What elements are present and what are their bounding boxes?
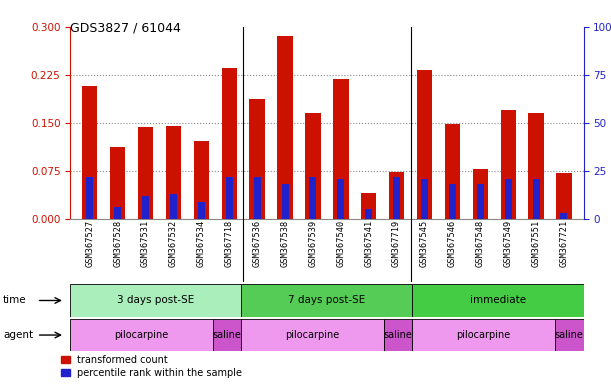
Bar xyxy=(306,113,321,219)
Text: saline: saline xyxy=(384,330,412,340)
Bar xyxy=(393,177,400,219)
Text: GSM367531: GSM367531 xyxy=(141,220,150,267)
Text: 3 days post-SE: 3 days post-SE xyxy=(117,295,194,306)
Bar xyxy=(421,179,428,219)
Text: GSM367534: GSM367534 xyxy=(197,220,206,267)
Text: immediate: immediate xyxy=(470,295,526,306)
Bar xyxy=(249,99,265,219)
Bar xyxy=(556,173,572,219)
Bar xyxy=(560,213,568,219)
Bar xyxy=(389,172,404,219)
Text: GSM367528: GSM367528 xyxy=(113,220,122,267)
Text: agent: agent xyxy=(3,330,33,340)
Bar xyxy=(309,177,316,219)
Text: GSM367721: GSM367721 xyxy=(560,220,568,267)
Text: GSM367527: GSM367527 xyxy=(86,220,94,267)
Bar xyxy=(142,196,149,219)
Bar xyxy=(500,110,516,219)
Text: GSM367719: GSM367719 xyxy=(392,220,401,267)
Text: GDS3827 / 61044: GDS3827 / 61044 xyxy=(70,21,181,34)
Text: GSM367545: GSM367545 xyxy=(420,220,429,267)
Text: GSM367546: GSM367546 xyxy=(448,220,457,267)
Legend: transformed count, percentile rank within the sample: transformed count, percentile rank withi… xyxy=(60,354,243,379)
Bar xyxy=(226,177,233,219)
Bar xyxy=(70,319,213,351)
Bar xyxy=(82,86,98,219)
Text: saline: saline xyxy=(555,330,584,340)
Bar xyxy=(555,319,584,351)
Text: pilocarpine: pilocarpine xyxy=(456,330,511,340)
Bar xyxy=(277,36,293,219)
Bar xyxy=(198,202,205,219)
Bar xyxy=(361,193,376,219)
Text: GSM367551: GSM367551 xyxy=(532,220,541,267)
Bar xyxy=(365,209,372,219)
Bar xyxy=(417,70,432,219)
Bar xyxy=(222,68,237,219)
Bar xyxy=(412,284,584,317)
Text: GSM367532: GSM367532 xyxy=(169,220,178,267)
Text: 7 days post-SE: 7 days post-SE xyxy=(288,295,365,306)
Bar xyxy=(505,179,511,219)
Text: time: time xyxy=(3,295,27,305)
Bar xyxy=(241,319,384,351)
Bar xyxy=(166,126,181,219)
Bar xyxy=(449,184,456,219)
Bar xyxy=(70,284,241,317)
Text: GSM367541: GSM367541 xyxy=(364,220,373,267)
Text: GSM367540: GSM367540 xyxy=(336,220,345,267)
Text: GSM367538: GSM367538 xyxy=(280,220,290,267)
Bar xyxy=(533,179,540,219)
Bar xyxy=(194,141,209,219)
Bar xyxy=(170,194,177,219)
Bar xyxy=(241,284,412,317)
Bar xyxy=(477,184,484,219)
Text: pilocarpine: pilocarpine xyxy=(114,330,169,340)
Bar xyxy=(412,319,555,351)
Bar xyxy=(445,124,460,219)
Bar xyxy=(138,127,153,219)
Text: pilocarpine: pilocarpine xyxy=(285,330,340,340)
Text: GSM367548: GSM367548 xyxy=(476,220,485,267)
Text: GSM367718: GSM367718 xyxy=(225,220,234,267)
Text: saline: saline xyxy=(213,330,241,340)
Bar xyxy=(86,177,93,219)
Bar xyxy=(473,169,488,219)
Text: GSM367539: GSM367539 xyxy=(309,220,318,267)
Bar xyxy=(333,79,348,219)
Text: GSM367536: GSM367536 xyxy=(253,220,262,267)
Bar xyxy=(337,179,345,219)
Bar xyxy=(213,319,241,351)
Bar xyxy=(384,319,412,351)
Bar xyxy=(110,147,125,219)
Bar xyxy=(282,184,288,219)
Text: GSM367549: GSM367549 xyxy=(503,220,513,267)
Bar xyxy=(114,207,121,219)
Bar xyxy=(529,113,544,219)
Bar xyxy=(254,177,261,219)
